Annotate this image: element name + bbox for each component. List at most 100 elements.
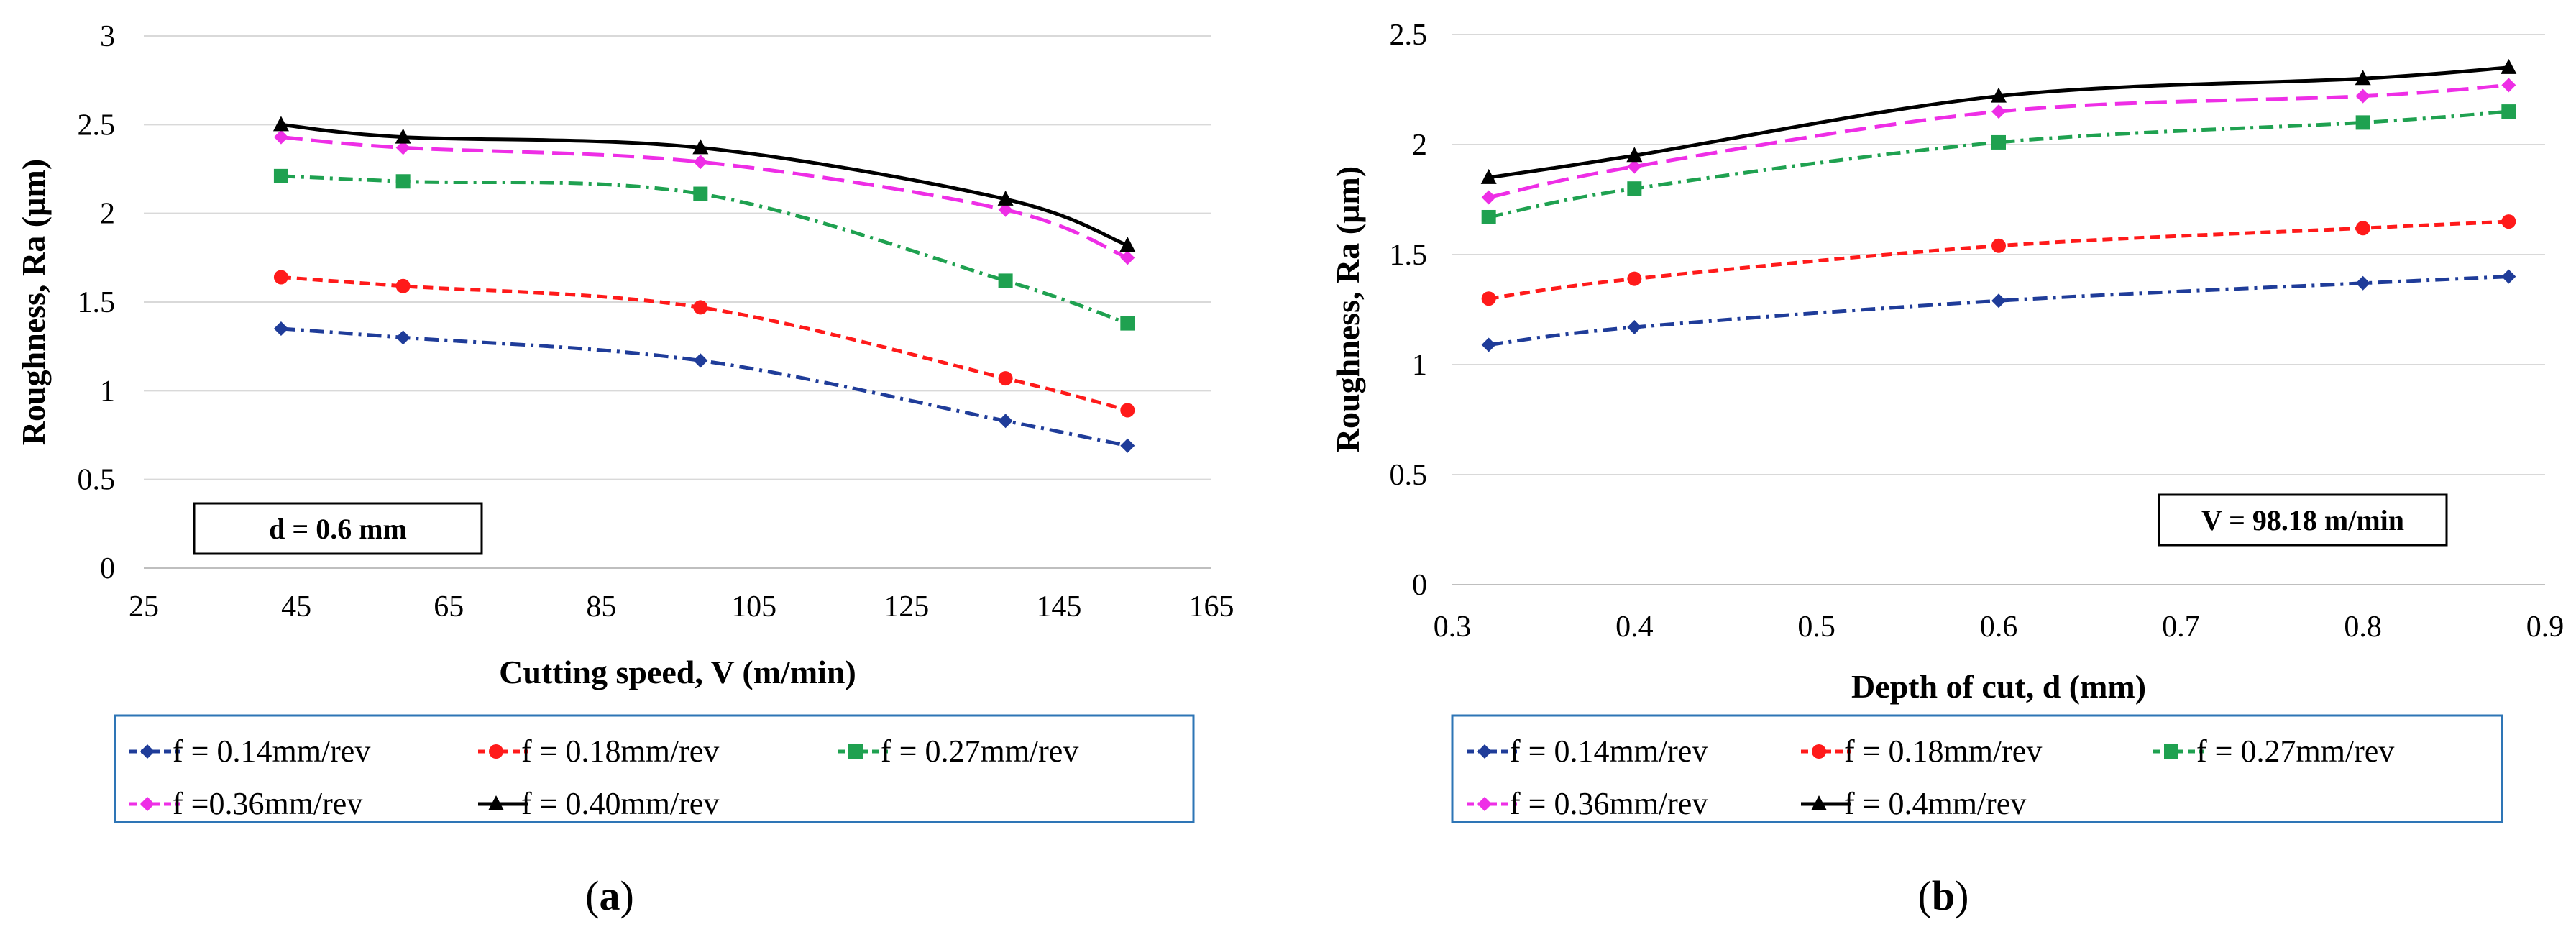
x-tick-label: 0.3: [1434, 611, 1472, 644]
y-axis-title: Roughness, Ra (µm): [1329, 166, 1366, 452]
legend-box: [114, 714, 1195, 823]
legend-label: f = 0.36mm/rev: [1510, 786, 1708, 821]
y-tick-label: 2.5: [78, 109, 116, 142]
y-tick-label: 1.5: [78, 286, 116, 319]
legend-item: f = 0.18mm/rev: [478, 734, 719, 769]
y-tick-label: 1.5: [1390, 239, 1428, 272]
y-tick-label: 0: [100, 552, 115, 585]
series-0: [273, 321, 1135, 453]
x-tick-label: 0.6: [1980, 611, 2018, 644]
y-tick-label: 1: [1412, 349, 1427, 382]
data-point: [693, 353, 708, 368]
legend-label: f = 0.4mm/rev: [1844, 786, 2026, 821]
legend-marker: [1477, 797, 1492, 811]
data-point: [273, 270, 288, 285]
legend-item: f = 0.27mm/rev: [2153, 734, 2394, 769]
data-point: [2501, 269, 2516, 284]
data-point: [2501, 78, 2516, 93]
data-point: [1119, 237, 1136, 252]
data-point: [1626, 147, 1643, 163]
legend-marker: [140, 744, 155, 759]
x-tick-label: 105: [731, 590, 776, 623]
data-point: [998, 371, 1013, 386]
legend-label: f = 0.40mm/rev: [521, 786, 719, 821]
series-4: [272, 116, 1136, 252]
x-tick-label: 0.9: [2526, 611, 2564, 644]
legend-label: f = 0.18mm/rev: [1844, 734, 2042, 769]
data-point: [1120, 316, 1135, 331]
legend-item: f =0.36mm/rev: [129, 786, 362, 821]
legend-label: f = 0.18mm/rev: [521, 734, 719, 769]
legend-item: f = 0.14mm/rev: [1467, 734, 1708, 769]
legend-item: f = 0.27mm/rev: [838, 734, 1078, 769]
legend-marker: [1477, 744, 1492, 759]
x-tick-label: 125: [884, 590, 929, 623]
x-tick-label: 65: [434, 590, 464, 623]
x-tick-label: 0.5: [1797, 611, 1835, 644]
x-tick-label: 0.7: [2162, 611, 2200, 644]
data-point: [1991, 293, 2006, 309]
annotation-box: [2158, 493, 2448, 547]
legend-item: f = 0.18mm/rev: [1801, 734, 2042, 769]
data-point: [693, 186, 708, 201]
x-tick-label: 45: [281, 590, 311, 623]
legend-marker: [488, 795, 504, 810]
legend-label: f = 0.14mm/rev: [1510, 734, 1708, 769]
series-3: [1481, 78, 2516, 205]
series-line: [280, 135, 1129, 260]
annotation-box: [193, 502, 483, 555]
x-tick-label: 25: [129, 590, 159, 623]
data-point: [1991, 87, 2007, 103]
y-tick-label: 0.5: [78, 464, 116, 497]
legend-marker: [2164, 744, 2178, 759]
y-tick-label: 3: [100, 20, 115, 53]
legend-box: [1451, 714, 2503, 823]
data-point: [693, 300, 708, 315]
legend-marker: [1811, 795, 1827, 810]
legend-label: f =0.36mm/rev: [173, 786, 362, 821]
data-point: [395, 140, 411, 155]
data-point: [1481, 337, 1496, 352]
y-tick-label: 0: [1412, 569, 1427, 602]
data-point: [395, 128, 411, 144]
legend-marker: [848, 744, 863, 759]
y-tick-label: 2.5: [1390, 19, 1428, 52]
data-point: [998, 273, 1013, 288]
series-4: [1480, 58, 2517, 184]
y-tick-label: 0.5: [1390, 459, 1428, 492]
legend-item: f = 0.14mm/rev: [129, 734, 370, 769]
chart-b: 0 0.5 1 1.5 2 2.5 0.3 0.4 0.5 0.6 0.7 0.8 0.9 Depth o…: [1329, 19, 2564, 919]
x-tick-label: 165: [1189, 590, 1234, 623]
annotation-text: V = 98.18 m/min: [2201, 504, 2404, 536]
data-point: [395, 278, 411, 293]
legend-label: f = 0.27mm/rev: [2196, 734, 2394, 769]
data-point: [693, 155, 708, 170]
data-point: [2355, 88, 2370, 104]
data-point: [395, 174, 411, 189]
data-point: [998, 414, 1013, 429]
series-1: [1481, 214, 2516, 306]
data-point: [2355, 70, 2371, 86]
data-point: [1120, 438, 1135, 453]
y-tick-label: 2: [1412, 129, 1427, 162]
series-line: [280, 174, 1129, 325]
data-point: [273, 168, 288, 183]
chart-a: 0 0.5 1 1.5 2 2.5 3 25 45 65 85 105 125 145 165 Cutting…: [15, 20, 1234, 919]
x-tick-label: 0.8: [2344, 611, 2382, 644]
data-point: [273, 321, 288, 336]
x-tick-label: 0.4: [1615, 611, 1654, 644]
data-point: [2355, 275, 2370, 291]
x-tick-label: 85: [586, 590, 616, 623]
series-1: [273, 270, 1135, 418]
data-point: [2355, 115, 2370, 130]
data-point: [1627, 159, 1642, 174]
series-line: [1488, 275, 2509, 347]
series-3: [273, 129, 1135, 265]
legend-item: f = 0.40mm/rev: [478, 786, 719, 821]
data-point: [692, 139, 709, 155]
data-point: [272, 116, 289, 132]
legend-marker: [489, 744, 503, 759]
legend-label: f = 0.14mm/rev: [173, 734, 370, 769]
data-point: [998, 202, 1013, 217]
